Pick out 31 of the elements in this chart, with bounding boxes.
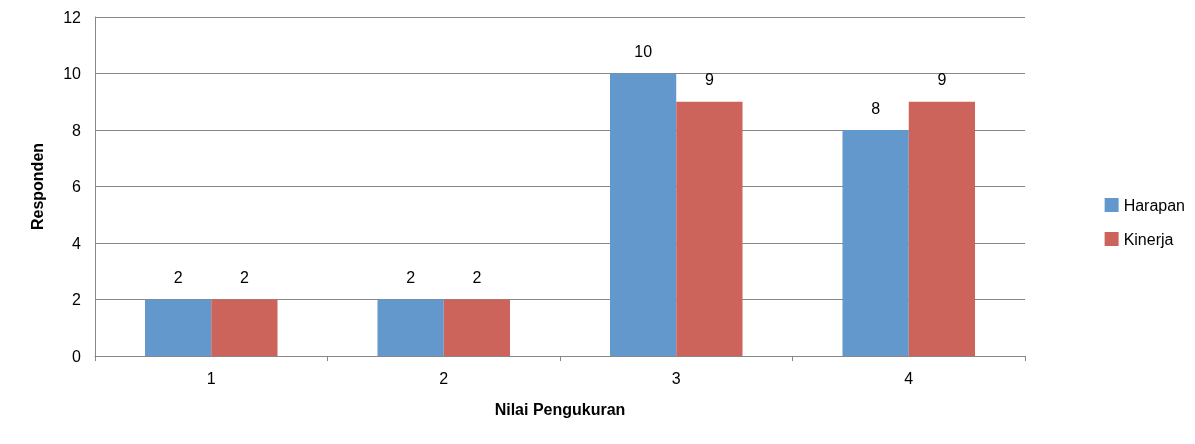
y-tick-label: 8 [72, 121, 82, 139]
bar [842, 130, 909, 356]
bar [443, 299, 511, 356]
data-label: 8 [871, 99, 881, 117]
x-tick-label: 3 [671, 369, 681, 387]
y-tick-label: 10 [63, 65, 82, 82]
bar [908, 101, 976, 356]
data-label: 2 [173, 269, 183, 286]
y-axis-title: Responden [28, 142, 46, 231]
x-tick-label: 1 [206, 369, 216, 387]
y-tick-label: 12 [63, 8, 82, 26]
legend-label: Kinerja [1123, 230, 1174, 248]
bar [609, 73, 677, 356]
bar [676, 101, 743, 356]
x-axis-title: Nilai Pengukuran [494, 400, 626, 418]
data-label: 2 [472, 269, 482, 286]
bar [377, 299, 444, 356]
data-label: 10 [634, 43, 653, 60]
x-tick-label: 4 [904, 369, 914, 387]
bar [144, 299, 212, 356]
x-tick-label: 2 [439, 369, 449, 387]
data-label: 9 [937, 71, 947, 89]
bar [211, 299, 278, 356]
legend-label: Harapan [1123, 196, 1185, 214]
y-tick-label: 4 [72, 234, 82, 252]
y-tick-label: 2 [72, 291, 82, 308]
data-label: 2 [406, 269, 416, 286]
data-label: 9 [704, 71, 714, 89]
data-label: 2 [239, 269, 249, 286]
y-tick-label: 0 [72, 347, 82, 365]
y-tick-label: 6 [72, 178, 82, 195]
